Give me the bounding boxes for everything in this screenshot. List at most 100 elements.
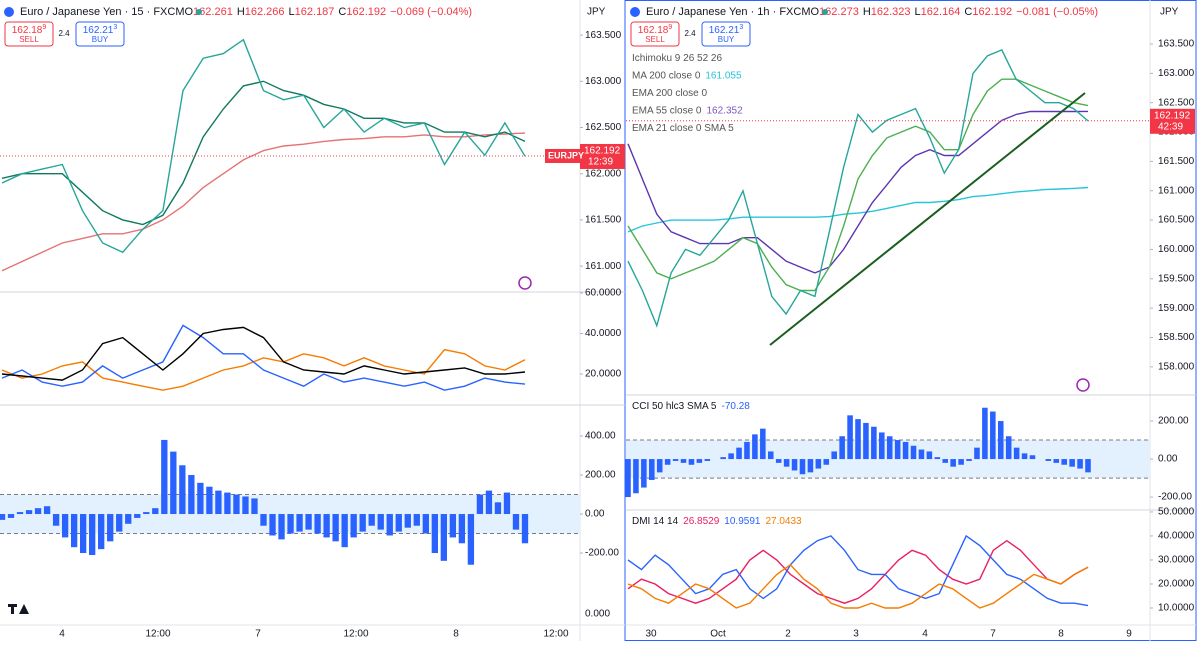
sell-pip: 9 bbox=[42, 24, 46, 31]
time-label: 4 bbox=[922, 629, 928, 640]
time-label: 12:00 bbox=[145, 629, 170, 640]
histogram-bar bbox=[359, 514, 366, 532]
indicator-name: MA 200 close 0 bbox=[632, 70, 701, 81]
dmi-value: 10.9591 bbox=[724, 516, 761, 527]
y-tick-label: 200.00 bbox=[585, 470, 616, 481]
spread: 2.4 bbox=[58, 29, 70, 38]
time-label: 30 bbox=[645, 629, 657, 640]
histogram-bar bbox=[431, 514, 438, 554]
histogram-bar bbox=[368, 514, 375, 526]
histogram-bar bbox=[966, 459, 972, 461]
histogram-bar bbox=[807, 459, 814, 473]
time-label: 8 bbox=[453, 629, 459, 640]
ohlc-value: 162.192 bbox=[972, 6, 1012, 18]
alert-icon[interactable] bbox=[1076, 378, 1090, 392]
last-price: 162.192 bbox=[584, 146, 621, 157]
histogram-bar bbox=[958, 459, 964, 465]
last-price-tag bbox=[1150, 108, 1195, 134]
histogram-bar bbox=[664, 459, 671, 465]
y-tick-label: 0.00 bbox=[585, 509, 605, 520]
histogram-bar bbox=[641, 459, 647, 488]
histogram-bar bbox=[269, 514, 276, 536]
histogram-bar bbox=[744, 441, 750, 460]
histogram-bar bbox=[942, 459, 949, 463]
status-dot bbox=[822, 9, 828, 15]
histogram-bar bbox=[161, 439, 168, 515]
symbol-icon bbox=[630, 7, 640, 17]
histogram-bar bbox=[728, 453, 734, 460]
buy-main: 162.21 bbox=[83, 25, 114, 36]
histogram-bar bbox=[815, 459, 822, 469]
histogram-bar bbox=[386, 514, 393, 536]
symbol-header: Euro / Japanese Yen · 1h · FXCMO162.273 H… bbox=[646, 6, 1098, 18]
histogram-bar bbox=[323, 514, 330, 538]
ohlc-value: 162.261 bbox=[193, 6, 233, 18]
y-tick-label: 60.0000 bbox=[585, 288, 622, 299]
currency: JPY bbox=[587, 7, 606, 18]
y-tick-label: 163.500 bbox=[585, 30, 622, 41]
histogram-bar bbox=[1029, 455, 1036, 460]
y-tick-label: 200.00 bbox=[1158, 416, 1189, 427]
histogram-bar bbox=[260, 514, 267, 526]
histogram-bar bbox=[89, 514, 96, 555]
histogram-bar bbox=[179, 465, 186, 515]
time-label: 3 bbox=[853, 629, 859, 640]
histogram-bar bbox=[25, 510, 33, 515]
histogram-bar bbox=[926, 451, 933, 460]
ohlc-value: 162.187 bbox=[295, 6, 335, 18]
histogram-bar bbox=[894, 440, 901, 460]
histogram-bar bbox=[871, 426, 877, 460]
indicator-value: 161.055 bbox=[705, 70, 742, 81]
histogram-bar bbox=[233, 494, 240, 515]
sell-button[interactable] bbox=[630, 21, 680, 47]
symbol-header: Euro / Japanese Yen · 15 · FXCMO162.261 H… bbox=[20, 6, 472, 18]
histogram-bar bbox=[404, 514, 411, 528]
y-tick-label: 158.000 bbox=[1158, 361, 1195, 372]
histogram-bar bbox=[1077, 459, 1083, 469]
indicator-name: EMA 21 close 0 SMA 5 bbox=[632, 123, 734, 134]
histogram-bar bbox=[855, 419, 861, 460]
histogram-bar bbox=[974, 447, 980, 460]
histogram-bar bbox=[886, 436, 893, 460]
histogram-bar bbox=[1053, 459, 1060, 463]
sell-main: 162.18 bbox=[12, 25, 43, 36]
buy-button[interactable] bbox=[75, 21, 125, 47]
histogram-bar bbox=[467, 514, 475, 565]
ohlc-value: 162.266 bbox=[245, 6, 285, 18]
histogram-bar bbox=[982, 407, 988, 460]
y-tick-label: 400.00 bbox=[585, 431, 616, 442]
buy-button[interactable] bbox=[701, 21, 751, 47]
ohlc-key: O bbox=[184, 6, 193, 18]
histogram-bar bbox=[494, 502, 502, 515]
buy-price: 162.213 bbox=[709, 24, 744, 36]
y-tick-label: -200.00 bbox=[585, 548, 619, 559]
histogram-bar bbox=[16, 512, 24, 515]
histogram-bar bbox=[143, 512, 150, 515]
indicator-line bbox=[1, 38, 526, 254]
histogram-bar bbox=[341, 514, 348, 548]
trend-line bbox=[769, 92, 1086, 346]
histogram-bar bbox=[736, 447, 742, 460]
ohlc-key: O bbox=[810, 6, 819, 18]
histogram-bar bbox=[296, 514, 303, 532]
y-tick-label: 163.000 bbox=[585, 76, 622, 87]
dmi-value: 27.0433 bbox=[765, 516, 802, 527]
histogram-bar bbox=[215, 490, 222, 515]
histogram-bar bbox=[305, 514, 312, 530]
indicator-label: EMA 55 close 0 162.352 bbox=[632, 105, 743, 116]
histogram-bar bbox=[125, 514, 132, 524]
y-tick-label: 160.500 bbox=[1158, 215, 1195, 226]
y-tick-label: 161.500 bbox=[585, 215, 622, 226]
spread: 2.4 bbox=[684, 29, 696, 38]
histogram-bar bbox=[287, 514, 294, 534]
histogram-bar bbox=[413, 514, 420, 526]
countdown: 12:39 bbox=[588, 157, 613, 168]
sell-price: 162.189 bbox=[12, 24, 47, 36]
y-tick-label: 158.500 bbox=[1158, 332, 1195, 343]
histogram-bar bbox=[512, 514, 520, 530]
time-label: 7 bbox=[255, 629, 261, 640]
buy-pip: 3 bbox=[113, 24, 117, 31]
sell-button[interactable] bbox=[4, 21, 54, 47]
histogram-bar bbox=[170, 451, 177, 515]
alert-icon[interactable] bbox=[518, 276, 532, 290]
